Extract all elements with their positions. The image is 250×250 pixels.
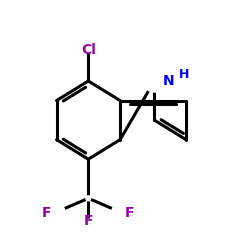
Circle shape (112, 202, 134, 224)
Circle shape (143, 70, 165, 92)
Text: F: F (84, 214, 93, 228)
Text: Cl: Cl (81, 43, 96, 57)
Circle shape (86, 196, 91, 201)
Circle shape (43, 202, 65, 224)
Text: N: N (163, 74, 174, 88)
Circle shape (77, 31, 99, 53)
Text: F: F (42, 206, 52, 220)
Text: F: F (125, 206, 134, 220)
Circle shape (77, 219, 99, 241)
Text: H: H (179, 68, 189, 82)
